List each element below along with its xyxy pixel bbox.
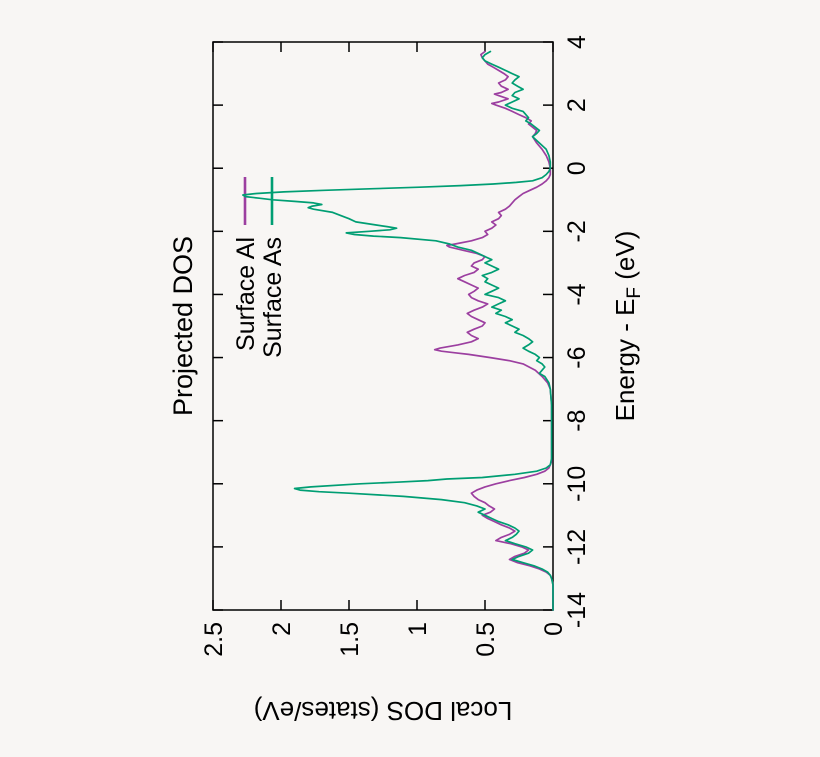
y-tick-label: 1 — [404, 622, 432, 636]
x-tick-label: -6 — [563, 346, 591, 368]
x-tick-label: -10 — [563, 466, 591, 502]
y-tick-label: 0.5 — [472, 622, 500, 657]
x-tick-label: -4 — [563, 283, 591, 305]
x-tick-label: 2 — [563, 98, 591, 112]
x-tick-label: -14 — [563, 592, 591, 628]
chart-title: Projected DOS — [168, 236, 198, 416]
x-tick-label: 4 — [563, 35, 591, 49]
x-tick-label: 0 — [563, 161, 591, 175]
x-axis-label: Energy - EF (eV) — [610, 231, 645, 422]
y-tick-label: 2.5 — [200, 622, 228, 657]
series-line-surface-as — [242, 50, 554, 611]
legend-label: Surface Al — [232, 237, 260, 351]
series-line-surface-al — [433, 50, 554, 611]
x-tick-label: -8 — [563, 410, 591, 432]
x-tick-label: -2 — [563, 220, 591, 242]
legend-label: Surface As — [259, 237, 287, 358]
y-tick-label: 2 — [268, 622, 296, 636]
plot-frame — [212, 41, 554, 611]
x-tick-label: -12 — [563, 529, 591, 565]
y-tick-label: 1.5 — [336, 622, 364, 657]
y-axis-label: Local DOS (states/eV) — [254, 696, 513, 726]
y-tick-label: 0 — [540, 622, 568, 636]
